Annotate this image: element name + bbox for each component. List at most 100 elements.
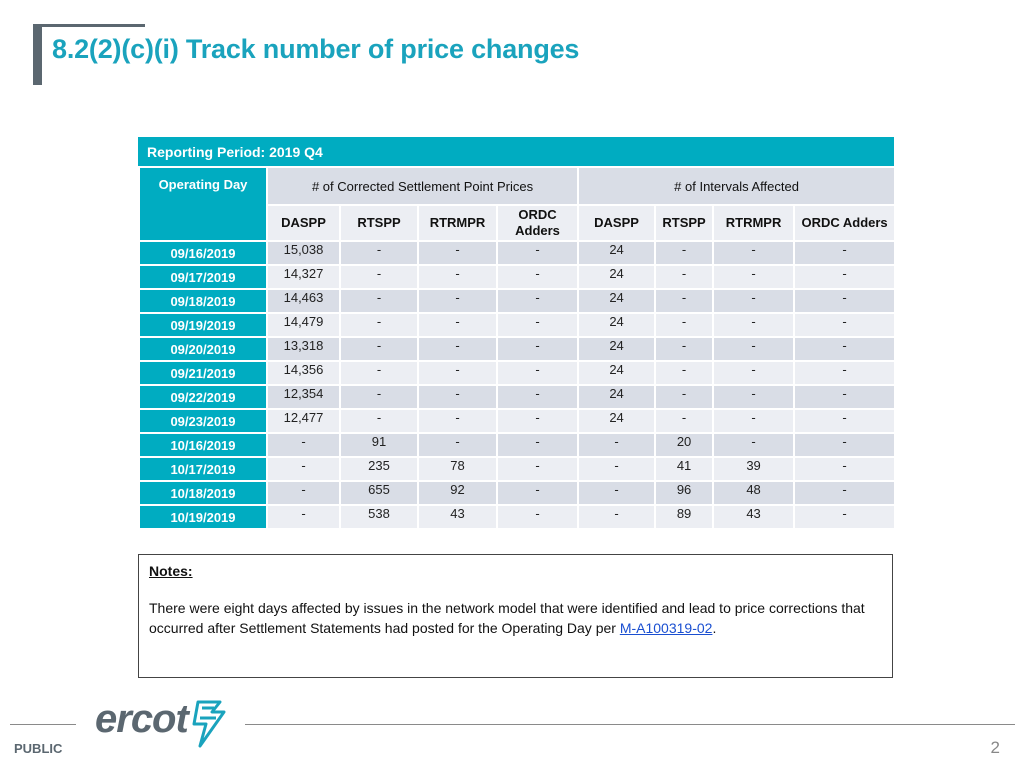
table-cell: -: [266, 480, 341, 506]
table-cell: -: [495, 480, 580, 506]
table-cell: -: [417, 408, 498, 434]
table-cell: 14,327: [266, 264, 341, 290]
table-row: 10/19/2019-538 43- -89 43-: [138, 504, 897, 530]
operating-day-cell: 09/17/2019: [138, 264, 268, 290]
ercot-logo: ercot: [95, 697, 189, 741]
operating-day-cell: 09/19/2019: [138, 312, 268, 338]
table-cell: 15,038: [266, 240, 341, 266]
table-cell: 43: [712, 504, 796, 530]
ercot-lightning-icon: [192, 700, 226, 748]
notes-title: Notes:: [149, 563, 193, 579]
table-cell: -: [793, 360, 897, 386]
table-cell: 91: [339, 432, 419, 458]
price-changes-table: Operating Day # of Corrected Settlement …: [138, 166, 897, 530]
notes-body: There were eight days affected by issues…: [149, 600, 865, 636]
table-cell: -: [495, 504, 580, 530]
column-header: DASPP: [266, 204, 341, 242]
table-cell: -: [712, 384, 796, 410]
table-cell: -: [417, 240, 498, 266]
table-cell: -: [339, 288, 419, 314]
table-cell: -: [712, 336, 796, 362]
table-cell: -: [577, 480, 657, 506]
classification-label: PUBLIC: [14, 741, 63, 756]
operating-day-cell: 09/16/2019: [138, 240, 268, 266]
operating-day-cell: 09/21/2019: [138, 360, 268, 386]
table-cell: -: [495, 288, 580, 314]
table-row: 10/16/2019-91- - -20- -: [138, 432, 897, 458]
operating-day-cell: 10/17/2019: [138, 456, 268, 482]
table-cell: -: [495, 456, 580, 482]
table-cell: 12,477: [266, 408, 341, 434]
table-cell: -: [495, 432, 580, 458]
table-cell: 24: [577, 264, 657, 290]
table-cell: -: [712, 432, 796, 458]
table-cell: -: [793, 384, 897, 410]
table-cell: 24: [577, 360, 657, 386]
table-cell: -: [495, 336, 580, 362]
table-cell: -: [417, 264, 498, 290]
table-cell: 655: [339, 480, 419, 506]
column-header: ORDC Adders: [495, 204, 580, 242]
table-cell: -: [417, 432, 498, 458]
table-cell: 12,354: [266, 384, 341, 410]
table-cell: 43: [417, 504, 498, 530]
table-cell: 92: [417, 480, 498, 506]
table-cell: -: [793, 240, 897, 266]
table-cell: -: [654, 240, 715, 266]
table-cell: -: [793, 480, 897, 506]
table-cell: -: [793, 432, 897, 458]
footer-divider-right: [245, 724, 1015, 725]
table-cell: 14,479: [266, 312, 341, 338]
table-row: 09/23/2019 12,477- - -24- - -: [138, 408, 897, 434]
table-cell: 24: [577, 384, 657, 410]
column-header: RTRMPR: [417, 204, 498, 242]
operating-day-cell: 10/16/2019: [138, 432, 268, 458]
table-cell: -: [495, 264, 580, 290]
table-cell: -: [339, 360, 419, 386]
operating-day-cell: 09/23/2019: [138, 408, 268, 434]
table-cell: -: [793, 336, 897, 362]
column-header: RTRMPR: [712, 204, 796, 242]
table-row: 09/22/2019 12,354- - -24- - -: [138, 384, 897, 410]
table-cell: -: [495, 240, 580, 266]
table-row: 09/19/2019 14,479- - -24- - -: [138, 312, 897, 338]
table-cell: -: [793, 504, 897, 530]
table-cell: -: [417, 288, 498, 314]
table-cell: -: [495, 384, 580, 410]
table-cell: 48: [712, 480, 796, 506]
table-cell: 24: [577, 408, 657, 434]
table-cell: -: [339, 384, 419, 410]
operating-day-cell: 10/18/2019: [138, 480, 268, 506]
table-row: 09/18/2019 14,463- - -24- - -: [138, 288, 897, 314]
operating-day-cell: 09/22/2019: [138, 384, 268, 410]
table-cell: -: [793, 456, 897, 482]
table-cell: -: [654, 384, 715, 410]
notes-box: Notes: There were eight days affected by…: [138, 554, 893, 678]
table-cell: -: [654, 312, 715, 338]
table-cell: -: [495, 360, 580, 386]
intervals-affected-group-header: # of Intervals Affected: [577, 166, 897, 206]
table-cell: -: [417, 312, 498, 338]
table-cell: 20: [654, 432, 715, 458]
table-row: 09/21/2019 14,356- - -24- - -: [138, 360, 897, 386]
table-cell: -: [577, 456, 657, 482]
page-number: 2: [990, 738, 1000, 757]
table-body: 09/16/2019 15,038- - -24- - -09/17/2019 14,327…: [138, 240, 897, 530]
table-cell: -: [712, 288, 796, 314]
table-cell: -: [495, 312, 580, 338]
table-cell: -: [417, 384, 498, 410]
table-cell: -: [793, 312, 897, 338]
table-row: 10/18/2019-655 92- -96 48-: [138, 480, 897, 506]
table-cell: -: [654, 408, 715, 434]
table-cell: 24: [577, 240, 657, 266]
table-cell: 78: [417, 456, 498, 482]
table-cell: -: [793, 408, 897, 434]
operating-day-cell: 10/19/2019: [138, 504, 268, 530]
table-cell: -: [712, 408, 796, 434]
table-cell: -: [339, 264, 419, 290]
table-cell: 39: [712, 456, 796, 482]
table-cell: -: [266, 456, 341, 482]
notes-reference-link[interactable]: M-A100319-02: [619, 620, 713, 636]
table-cell: 14,356: [266, 360, 341, 386]
table-cell: -: [266, 504, 341, 530]
